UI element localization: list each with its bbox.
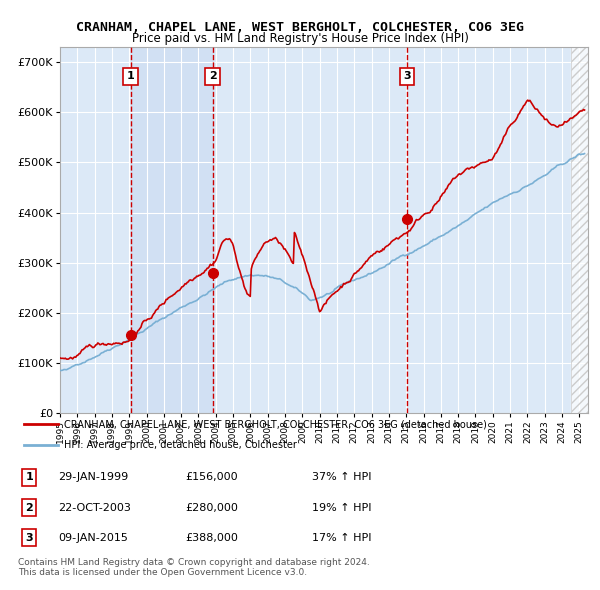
Text: 09-JAN-2015: 09-JAN-2015 <box>58 533 128 543</box>
Text: 19% ↑ HPI: 19% ↑ HPI <box>311 503 371 513</box>
Text: 1: 1 <box>127 71 134 81</box>
Text: 1: 1 <box>25 473 33 483</box>
Text: HPI: Average price, detached house, Colchester: HPI: Average price, detached house, Colc… <box>64 440 297 450</box>
Text: 3: 3 <box>25 533 33 543</box>
Text: CRANHAM, CHAPEL LANE, WEST BERGHOLT, COLCHESTER, CO6 3EG: CRANHAM, CHAPEL LANE, WEST BERGHOLT, COL… <box>76 21 524 34</box>
Text: Price paid vs. HM Land Registry's House Price Index (HPI): Price paid vs. HM Land Registry's House … <box>131 32 469 45</box>
Text: £280,000: £280,000 <box>185 503 238 513</box>
Text: 22-OCT-2003: 22-OCT-2003 <box>58 503 131 513</box>
Text: Contains HM Land Registry data © Crown copyright and database right 2024.
This d: Contains HM Land Registry data © Crown c… <box>18 558 370 577</box>
Text: £156,000: £156,000 <box>185 473 238 483</box>
Text: CRANHAM, CHAPEL LANE, WEST BERGHOLT, COLCHESTER, CO6 3EG (detached house): CRANHAM, CHAPEL LANE, WEST BERGHOLT, COL… <box>64 419 487 429</box>
Text: 2: 2 <box>209 71 217 81</box>
Text: £388,000: £388,000 <box>185 533 238 543</box>
Text: 3: 3 <box>403 71 410 81</box>
Text: 2: 2 <box>25 503 33 513</box>
Text: 17% ↑ HPI: 17% ↑ HPI <box>311 533 371 543</box>
Text: 29-JAN-1999: 29-JAN-1999 <box>58 473 128 483</box>
Bar <box>131 47 212 413</box>
Text: 37% ↑ HPI: 37% ↑ HPI <box>311 473 371 483</box>
